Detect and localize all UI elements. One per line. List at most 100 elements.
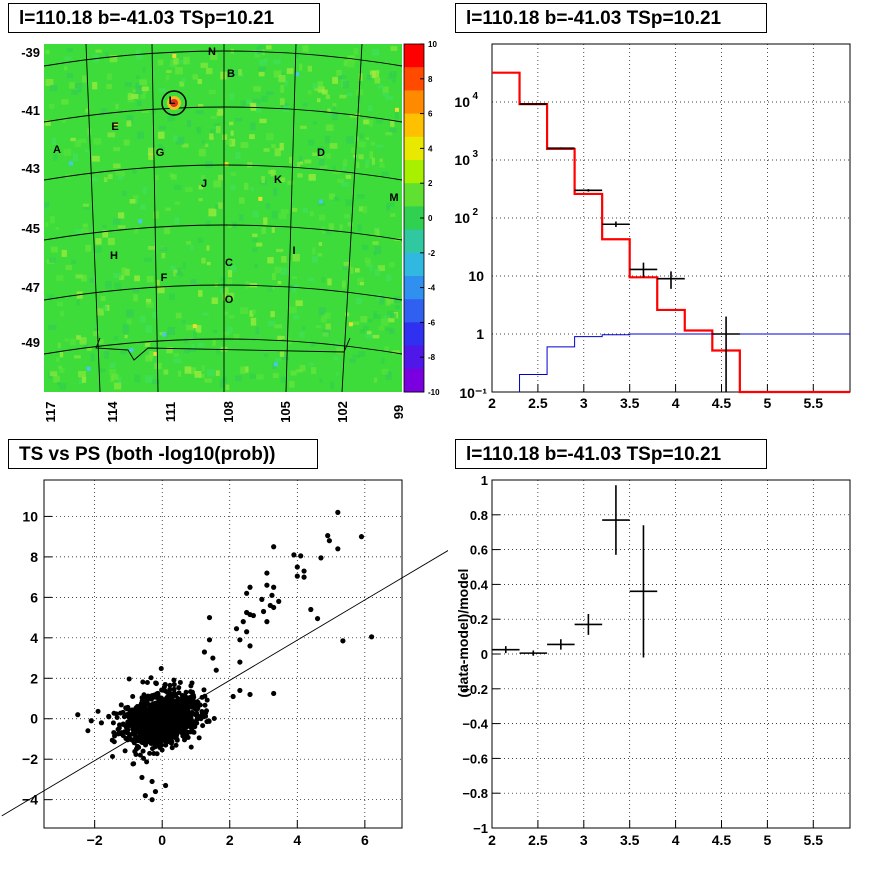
residual-x-tick-label: 2.5 [528, 832, 548, 848]
map-texture-cell [392, 350, 400, 355]
residual-y-tick-label: 0.2 [470, 612, 488, 627]
scatter-point [148, 702, 154, 708]
map-texture-cell [64, 338, 70, 342]
scatter-point [196, 735, 202, 741]
scatter-point [130, 761, 136, 767]
map-texture-cell [107, 174, 113, 180]
map-texture-cell [332, 76, 339, 84]
spectrum-x-tick-label: 3.5 [620, 395, 640, 411]
scatter-point [162, 681, 168, 687]
map-texture-cell [83, 204, 90, 210]
map-texture-cell [381, 171, 389, 177]
map-texture-cell [347, 55, 355, 61]
residual-frame [491, 479, 851, 829]
map-texture-cell [374, 245, 382, 254]
map-texture-cell [124, 82, 132, 87]
scatter-point [206, 614, 213, 621]
map-texture-cell [135, 86, 143, 95]
map-texture-cell [357, 224, 362, 232]
map-texture-cell [62, 116, 66, 124]
scatter-point [124, 723, 130, 729]
map-texture-cell [310, 366, 317, 374]
map-texture-cell [144, 342, 151, 347]
map-texture-cell [184, 366, 192, 374]
map-texture-cell [251, 309, 257, 314]
scatter-point [112, 733, 118, 739]
map-source-label: E [111, 121, 118, 133]
map-texture-cell [58, 365, 63, 369]
map-hotspot [113, 122, 118, 127]
map-texture-cell [331, 113, 339, 120]
map-texture-cell [71, 90, 79, 95]
scatter-point [167, 682, 173, 688]
map-texture-cell [256, 374, 264, 380]
map-texture-cell [317, 146, 325, 154]
scatter-point [167, 733, 173, 739]
map-texture-cell [290, 370, 297, 376]
spectrum-y-tick-exp: 2 [472, 207, 478, 218]
map-texture-cell [376, 293, 382, 301]
colorbar-cell [404, 90, 424, 115]
map-x-tick-label: 111 [163, 402, 178, 422]
map-texture-cell [238, 69, 242, 76]
scatter-point [110, 753, 116, 759]
scatter-point [358, 534, 365, 540]
spectrum-x-tick-label: 3 [580, 395, 588, 411]
scatter-fit-line [1, 550, 448, 817]
map-texture-cell [210, 115, 217, 119]
map-texture-cell [148, 147, 155, 156]
map-meridian-line [85, 43, 101, 393]
map-texture-cell [377, 265, 386, 272]
scatter-point [171, 686, 177, 692]
residual-y-tick-label: 0.6 [470, 543, 488, 558]
scatter-point [149, 797, 155, 803]
map-y-tick-label: -47 [21, 280, 40, 295]
map-texture-cell [359, 329, 365, 334]
colorbar-cell [404, 136, 424, 161]
map-texture-cell [169, 293, 176, 301]
map-texture-cell [134, 227, 138, 234]
map-texture-cell [310, 341, 316, 348]
map-source-label: G [156, 147, 165, 159]
map-texture-cell [227, 223, 233, 228]
scatter-point [271, 604, 277, 611]
scatter-y-tick-label: 6 [30, 589, 38, 605]
map-texture-cell [57, 342, 61, 349]
map-texture-cell [186, 241, 192, 245]
map-texture-cell [183, 56, 190, 65]
map-texture-cell [240, 366, 246, 374]
map-texture-cell [321, 89, 328, 95]
map-texture-cell [373, 377, 378, 383]
map-texture-cell [333, 196, 340, 202]
map-texture-cell [75, 274, 84, 279]
scatter-point [121, 714, 127, 720]
map-texture-cell [347, 58, 356, 63]
map-parallel-line [43, 284, 403, 301]
map-texture-cell [201, 257, 206, 264]
map-texture-cell [255, 107, 262, 113]
map-texture-cell [218, 174, 223, 181]
map-texture-cell [317, 253, 323, 257]
map-texture-cell [76, 298, 80, 306]
map-y-tick-label: -49 [21, 335, 40, 350]
map-texture-cell [181, 143, 189, 148]
scatter-point [139, 774, 145, 781]
spectrum-signal-histogram [519, 333, 850, 392]
scatter-point [122, 748, 128, 754]
map-texture-cell [195, 127, 200, 132]
colorbar-cell [404, 322, 424, 347]
map-texture-cell [250, 186, 254, 192]
map-texture-cell [183, 349, 190, 354]
scatter-point [184, 721, 190, 727]
residual-y-tick-label: −0.8 [462, 786, 488, 801]
map-texture-cell [45, 49, 50, 55]
map-texture-cell [83, 203, 89, 207]
scatter-point [141, 692, 147, 698]
map-texture-cell [121, 267, 127, 276]
map-texture-cell [159, 246, 168, 251]
map-texture-cell [124, 334, 128, 339]
map-texture-cell [127, 92, 133, 101]
colorbar-cell [404, 368, 424, 393]
map-texture-cell [184, 187, 193, 193]
scatter-point [301, 574, 307, 580]
